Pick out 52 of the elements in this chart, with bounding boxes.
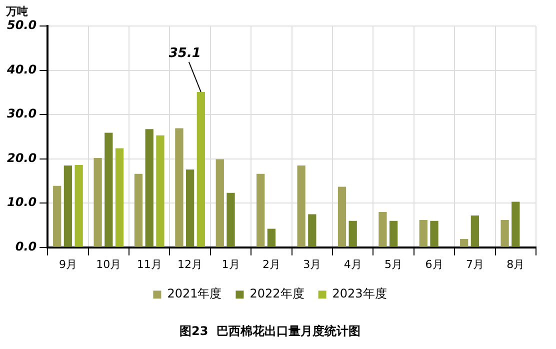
legend-label: 2022年度 [250, 286, 304, 301]
bar [53, 186, 62, 247]
x-tick-label: 4月 [344, 258, 362, 271]
x-tick-label: 11月 [136, 258, 162, 271]
text: 图23 巴西棉花出口量月度统计图 [179, 324, 361, 338]
x-tick-label: 9月 [58, 258, 77, 271]
bar [389, 220, 398, 247]
y-tick-label: 30.0 [7, 106, 37, 121]
bar [226, 192, 235, 247]
bar [115, 148, 124, 247]
bar [145, 129, 154, 247]
y-tick-label: 20.0 [7, 150, 37, 165]
x-tick-label: 2月 [262, 258, 280, 271]
bar [216, 159, 224, 247]
x-tick-label: 12月 [178, 258, 203, 271]
y-tick-label: 40.0 [6, 62, 37, 76]
bar [308, 214, 316, 247]
bar [419, 220, 428, 247]
x-tick-label: 1月 [222, 258, 240, 271]
bar [297, 165, 306, 247]
x-tick-label: 10月 [96, 258, 122, 271]
legend-label: 2023年度 [332, 286, 387, 301]
y-axis-title: 万吨 [5, 4, 28, 18]
bar [378, 212, 387, 247]
bar [74, 165, 83, 247]
bar [175, 128, 184, 247]
x-tick-label: 3月 [303, 258, 322, 271]
bar [134, 174, 143, 247]
bar [104, 132, 113, 247]
bar [348, 220, 357, 247]
x-tick-label: 8月 [506, 258, 525, 271]
bar [500, 220, 509, 247]
y-tick-label: 10.0 [7, 195, 37, 210]
bar [267, 228, 276, 247]
x-tick-label: 5月 [384, 258, 403, 271]
x-tick-label: 7月 [466, 258, 484, 271]
bar [94, 158, 102, 247]
y-tick-label: 0.0 [15, 240, 37, 254]
bar [470, 216, 480, 247]
bar [338, 186, 346, 247]
bar [430, 220, 438, 247]
data-label: 35.1 [168, 46, 201, 61]
x-tick-label: 6月 [425, 258, 444, 271]
bar [186, 169, 194, 247]
y-tick-label: 50.0 [7, 18, 37, 32]
bar [156, 135, 164, 247]
bar [256, 174, 265, 247]
bar [460, 238, 468, 247]
bar [64, 165, 72, 247]
bar [512, 202, 520, 247]
bar [196, 92, 205, 247]
legend-label: 2021年度 [167, 286, 222, 301]
